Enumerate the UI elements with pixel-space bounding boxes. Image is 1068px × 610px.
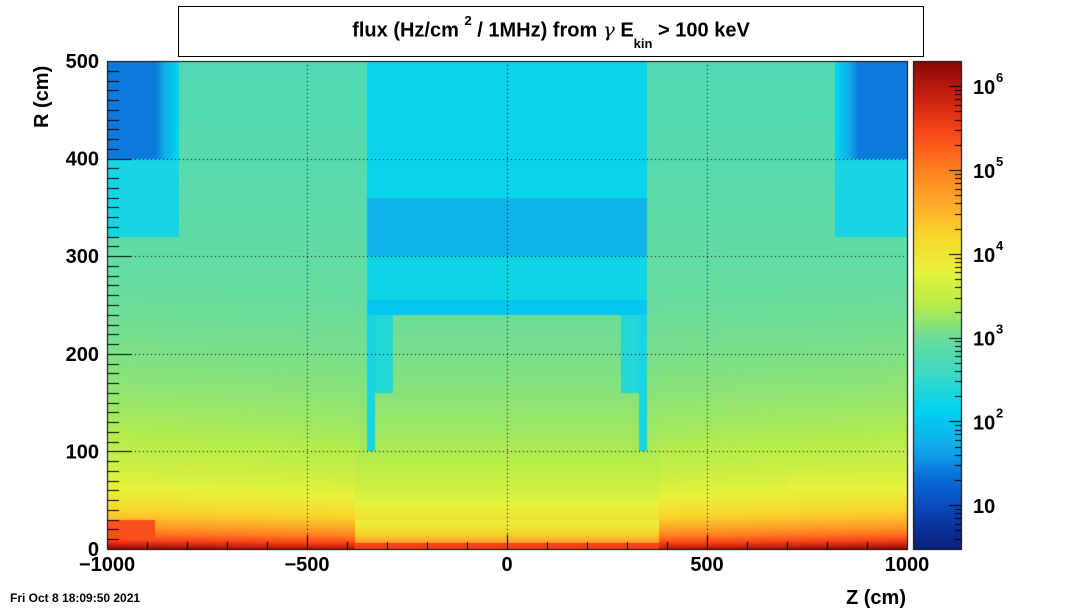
title-gamma-symbol: γ: [602, 17, 615, 42]
chart-title-box: flux (Hz/cm 2 / 1MHz) from γ Ekin > 100 …: [178, 6, 924, 57]
title-text-3: E: [620, 19, 634, 42]
footer-timestamp: Fri Oct 8 18:09:50 2021: [10, 591, 141, 605]
title-text-4: > 100 keV: [658, 19, 750, 42]
title-text-1: flux (Hz/cm: [352, 19, 459, 42]
title-superscript: 2: [464, 13, 472, 28]
chart-title: flux (Hz/cm 2 / 1MHz) from γ Ekin > 100 …: [179, 13, 923, 51]
title-text-2: / 1MHz) from: [477, 19, 598, 42]
title-subscript: kin: [633, 35, 653, 51]
